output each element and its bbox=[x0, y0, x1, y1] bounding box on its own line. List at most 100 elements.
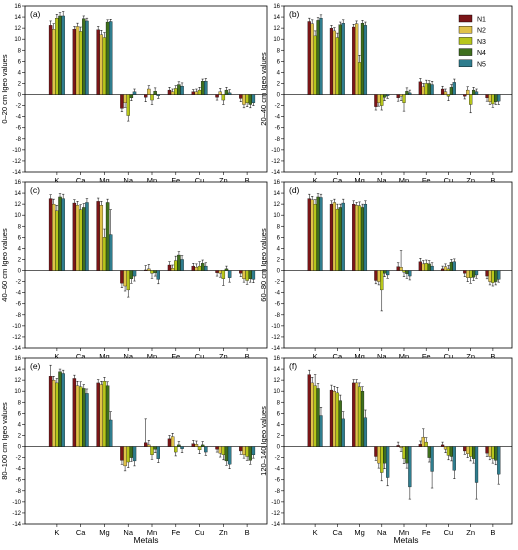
bar bbox=[469, 446, 473, 457]
bar bbox=[355, 23, 359, 95]
bar bbox=[61, 373, 65, 447]
bar bbox=[374, 446, 378, 457]
bar bbox=[221, 270, 226, 279]
y-tick-label: 12 bbox=[14, 202, 21, 208]
bar bbox=[96, 29, 100, 95]
bar bbox=[474, 270, 479, 276]
bar bbox=[357, 205, 362, 271]
panel-label: (a) bbox=[30, 9, 41, 19]
bar bbox=[380, 94, 384, 106]
y-tick-label: -10 bbox=[12, 148, 21, 154]
legend-swatch bbox=[458, 37, 473, 45]
bar bbox=[248, 446, 252, 461]
bar bbox=[494, 94, 498, 102]
y-tick-label: 16 bbox=[14, 4, 21, 10]
panel-label: (c) bbox=[30, 185, 40, 195]
y-tick-label: -8 bbox=[275, 489, 281, 495]
bar bbox=[399, 267, 403, 271]
bar bbox=[82, 18, 86, 95]
bar bbox=[491, 270, 495, 283]
y-tick-label: 8 bbox=[277, 224, 281, 230]
bar bbox=[329, 203, 334, 271]
y-tick-label: 14 bbox=[273, 191, 280, 197]
y-tick-label: -14 bbox=[271, 522, 280, 528]
bar bbox=[191, 443, 195, 447]
y-tick-label: -6 bbox=[275, 302, 281, 308]
y-tick-label: -12 bbox=[271, 511, 280, 517]
bar bbox=[227, 270, 232, 278]
bar bbox=[102, 237, 107, 271]
bar bbox=[485, 270, 489, 277]
bar bbox=[150, 446, 154, 455]
plot-frame bbox=[24, 181, 268, 349]
y-tick-label: -8 bbox=[275, 137, 281, 143]
bar bbox=[177, 84, 181, 95]
bar bbox=[418, 444, 422, 447]
y-tick-label: -10 bbox=[271, 500, 280, 506]
bar bbox=[446, 94, 451, 97]
bar bbox=[452, 446, 456, 471]
bar bbox=[147, 88, 151, 95]
bar bbox=[402, 94, 406, 103]
y-tick-label: 10 bbox=[273, 37, 280, 43]
bar bbox=[194, 91, 199, 95]
bar bbox=[245, 94, 249, 103]
bar bbox=[109, 234, 113, 271]
bar bbox=[491, 446, 495, 459]
bar bbox=[99, 34, 104, 95]
bar bbox=[335, 208, 339, 271]
bar bbox=[471, 446, 476, 459]
y-tick-label: 8 bbox=[277, 48, 281, 54]
y-tick-label: -12 bbox=[12, 511, 21, 517]
bar bbox=[52, 203, 56, 271]
bar bbox=[497, 270, 501, 280]
x-tick-label: Mn bbox=[399, 528, 409, 537]
bar bbox=[332, 391, 337, 447]
x-tick-label: K bbox=[313, 176, 318, 185]
y-tick-label: 2 bbox=[18, 433, 22, 439]
bar bbox=[144, 442, 148, 447]
panel-label: (b) bbox=[289, 9, 300, 19]
x-tick-label: K bbox=[54, 352, 59, 361]
bar bbox=[194, 267, 199, 271]
bar bbox=[167, 264, 172, 271]
y-tick-label: 16 bbox=[14, 180, 21, 186]
bar bbox=[357, 62, 362, 95]
y-tick-label: -14 bbox=[271, 346, 280, 352]
bar bbox=[383, 270, 387, 274]
bar bbox=[363, 25, 368, 95]
bar bbox=[396, 445, 400, 447]
panel-label: (f) bbox=[289, 361, 297, 371]
bar bbox=[180, 259, 184, 271]
x-tick-label: B bbox=[490, 176, 495, 185]
bar bbox=[197, 446, 202, 451]
bar bbox=[200, 263, 205, 271]
bar bbox=[153, 91, 157, 95]
y-tick-label: 8 bbox=[18, 224, 22, 230]
bar bbox=[440, 268, 445, 271]
bar bbox=[332, 202, 337, 271]
bar bbox=[430, 84, 434, 95]
bar bbox=[469, 270, 473, 278]
bar bbox=[383, 94, 387, 98]
y-tick-label: 16 bbox=[273, 180, 280, 186]
bar bbox=[352, 382, 356, 447]
bar bbox=[197, 265, 202, 271]
y-tick-label: 16 bbox=[14, 356, 21, 362]
x-tick-label: Ca bbox=[333, 176, 343, 185]
x-tick-label: Mn bbox=[147, 528, 157, 537]
bar bbox=[126, 270, 130, 291]
bar bbox=[242, 94, 246, 105]
y-tick-label: 14 bbox=[14, 15, 21, 21]
y-tick-label: -8 bbox=[16, 137, 22, 143]
y-tick-label: 2 bbox=[277, 81, 281, 87]
bar bbox=[355, 205, 359, 271]
bar bbox=[150, 270, 154, 274]
x-tick-label: Mn bbox=[147, 176, 157, 185]
bar bbox=[221, 94, 226, 101]
bar bbox=[427, 446, 431, 458]
bar bbox=[156, 270, 160, 280]
bar bbox=[78, 386, 83, 447]
bar bbox=[338, 207, 342, 271]
bar bbox=[335, 392, 339, 447]
